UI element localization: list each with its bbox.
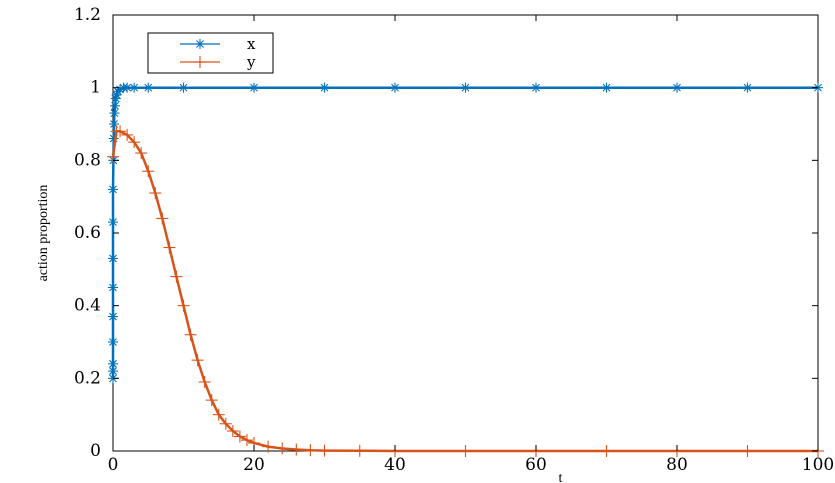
series-x: [108, 82, 823, 384]
y-tick-label: 0.6: [74, 223, 101, 243]
data-point-x: [742, 82, 753, 93]
y-axis-title: action proportion: [36, 185, 51, 282]
plot-frame: [112, 14, 819, 452]
data-point-y: [304, 444, 317, 457]
data-point-x: [129, 82, 140, 93]
data-point-x: [108, 184, 118, 195]
data-point-y: [212, 408, 225, 421]
data-point-x: [108, 337, 118, 347]
x-tick-label: 80: [666, 455, 688, 475]
data-point-y: [191, 354, 204, 367]
series-layer: [107, 82, 824, 457]
y-tick-label: 1.2: [74, 5, 101, 25]
data-point-y: [459, 445, 472, 457]
y-tick-label: 0: [90, 441, 101, 461]
data-point-y: [318, 444, 331, 457]
data-point-y: [198, 375, 211, 388]
legend-label: x: [247, 35, 256, 53]
data-point-y: [149, 187, 162, 200]
data-point-x: [531, 82, 541, 93]
y-tick-label: 1: [90, 78, 101, 98]
data-point-y: [219, 417, 232, 430]
data-point-x: [108, 311, 118, 322]
data-point-y: [121, 128, 134, 141]
data-point-y: [170, 270, 183, 283]
data-point-y: [128, 136, 141, 149]
x-tick-label: 100: [802, 455, 834, 475]
data-point-x: [109, 119, 120, 129]
data-point-y: [142, 165, 155, 178]
x-tick-label: 0: [108, 455, 119, 475]
data-point-x: [108, 358, 118, 369]
data-point-x: [460, 82, 471, 93]
data-point-y: [233, 430, 246, 443]
data-point-x: [249, 82, 259, 93]
data-point-y: [262, 440, 275, 453]
data-point-x: [319, 82, 330, 93]
data-point-x: [390, 82, 400, 93]
data-point-x: [108, 253, 118, 264]
data-point-y: [205, 394, 218, 407]
data-point-y: [114, 125, 127, 138]
data-point-x: [178, 82, 189, 93]
data-point-y: [290, 443, 303, 456]
series-y: [107, 125, 824, 457]
data-point-x: [108, 282, 118, 293]
data-point-y: [353, 444, 366, 457]
x-tick-label: 20: [243, 455, 265, 475]
plot-area: [112, 14, 819, 452]
axes-layer: 0 20 40 60 80 100 0 0.2 0.4 0.6 0.8 1 1.2: [74, 5, 834, 475]
y-tick-label: 0.8: [74, 150, 101, 170]
x-tick-label: 60: [525, 455, 547, 475]
y-tick-label: 0.4: [74, 296, 101, 316]
data-point-y: [240, 434, 253, 447]
legend-label: y: [246, 53, 256, 71]
data-point-y: [177, 299, 190, 312]
data-point-x: [601, 82, 612, 93]
data-point-y: [163, 241, 176, 254]
data-point-y: [184, 328, 197, 341]
data-point-x: [672, 82, 682, 93]
y-tick-label: 0.2: [74, 368, 101, 388]
data-point-y: [741, 445, 754, 457]
legend-item-y: y: [180, 53, 256, 71]
data-point-y: [135, 147, 148, 160]
data-point-x: [110, 100, 121, 111]
data-point-x: [109, 108, 120, 119]
data-point-y: [156, 212, 169, 225]
legend: xy: [147, 32, 274, 74]
x-axis-title: t: [559, 471, 563, 483]
data-point-y: [276, 442, 289, 455]
data-point-x: [143, 82, 154, 93]
legend-item-x: x: [180, 35, 256, 53]
x-tick-label: 40: [384, 455, 406, 475]
legend-marker-y: [194, 56, 206, 68]
legend-box: [147, 32, 274, 74]
data-point-y: [226, 425, 239, 438]
data-point-y: [600, 445, 613, 457]
data-point-x: [108, 217, 118, 228]
legend-marker-x: [195, 39, 205, 49]
